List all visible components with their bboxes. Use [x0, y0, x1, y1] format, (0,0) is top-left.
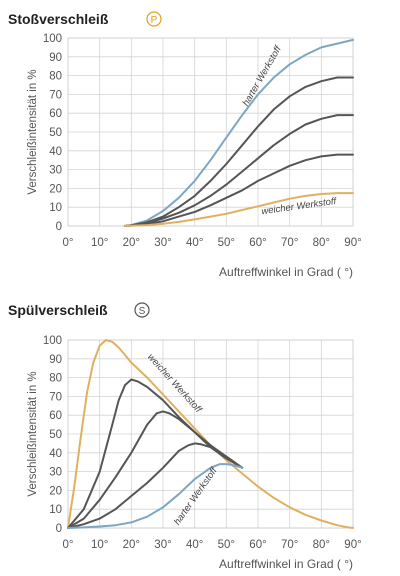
y-tick-label: 10 [49, 202, 62, 214]
y-tick-label: 0 [56, 523, 62, 535]
x-tick-label: 30° [154, 539, 171, 551]
y-tick-label: 30 [49, 467, 62, 479]
series-line-2 [124, 76, 354, 227]
y-tick-label: 30 [49, 165, 62, 177]
y-tick-label: 60 [49, 108, 62, 120]
grid [67, 339, 354, 529]
series-line-5 [124, 192, 354, 227]
y-tick-label: 40 [49, 146, 62, 158]
series-line-4 [67, 442, 244, 529]
x-tick-label: 60° [249, 539, 266, 551]
y-axis-label: Verschleißintensität in % [27, 371, 39, 496]
x-tick-label: 90° [344, 237, 361, 249]
x-tick-label: 60° [249, 237, 266, 249]
series-line-5 [67, 463, 244, 529]
x-tick-label: 70° [281, 539, 298, 551]
plot-frame [67, 339, 354, 529]
y-tick-label: 90 [49, 52, 62, 64]
y-tick-label: 90 [49, 354, 62, 366]
annotation-label: harter Werkstoff [172, 465, 220, 528]
y-tick-label: 50 [49, 429, 62, 441]
y-axis-label: Verschleißintensität in % [27, 69, 39, 194]
y-tick-label: 0 [56, 221, 62, 233]
grid [67, 37, 354, 227]
x-tick-label: 10° [91, 539, 108, 551]
chart-title: Spülverschleiß [8, 302, 108, 318]
y-tick-label: 80 [49, 71, 62, 83]
annotation-label: weicher Werkstoff [261, 196, 338, 218]
badge-letter: P [151, 15, 158, 26]
x-axis-label: Auftreffwinkel in Grad ( °) [219, 265, 353, 279]
y-tick-label: 70 [49, 391, 62, 403]
series-line-1 [67, 339, 354, 529]
x-tick-label: 20° [123, 539, 140, 551]
badge-letter: S [139, 306, 146, 317]
chart-spuelverschleiss: Spülverschleiß S 0 10 20 30 40 50 60 70 80 90 100 0° 1… [8, 302, 362, 571]
y-tick-label: 100 [43, 335, 62, 347]
y-tick-label: 10 [49, 504, 62, 516]
x-tick-label: 30° [154, 237, 171, 249]
y-tick-label: 80 [49, 373, 62, 385]
x-tick-label: 50° [218, 539, 235, 551]
x-tick-label: 90° [344, 539, 361, 551]
x-tick-label: 50° [218, 237, 235, 249]
x-tick-label: 0° [63, 237, 74, 249]
series-line-3 [67, 410, 244, 529]
chart-stossverschleiss: Stoßverschleiß P 0 10 20 30 40 50 60 70 80 90 100 0° 1… [8, 11, 362, 279]
y-tick-label: 40 [49, 448, 62, 460]
x-tick-label: 10° [91, 237, 108, 249]
x-tick-label: 40° [186, 539, 203, 551]
y-tick-label: 70 [49, 89, 62, 101]
y-tick-label: 100 [43, 33, 62, 45]
y-tick-label: 20 [49, 183, 62, 195]
x-tick-label: 40° [186, 237, 203, 249]
x-tick-label: 70° [281, 237, 298, 249]
y-tick-label: 20 [49, 485, 62, 497]
x-tick-label: 80° [313, 237, 330, 249]
plot-frame [67, 37, 354, 227]
x-tick-label: 80° [313, 539, 330, 551]
series-line-1 [124, 38, 354, 227]
y-tick-label: 50 [49, 127, 62, 139]
series-line-4 [124, 153, 354, 227]
chart-title: Stoßverschleiß [8, 11, 109, 27]
x-axis-label: Auftreffwinkel in Grad ( °) [219, 557, 353, 571]
x-tick-label: 20° [123, 237, 140, 249]
x-tick-label: 0° [63, 539, 74, 551]
badge-circle [134, 302, 150, 318]
series-line-3 [124, 114, 354, 227]
y-tick-label: 60 [49, 410, 62, 422]
badge-circle [146, 11, 162, 27]
